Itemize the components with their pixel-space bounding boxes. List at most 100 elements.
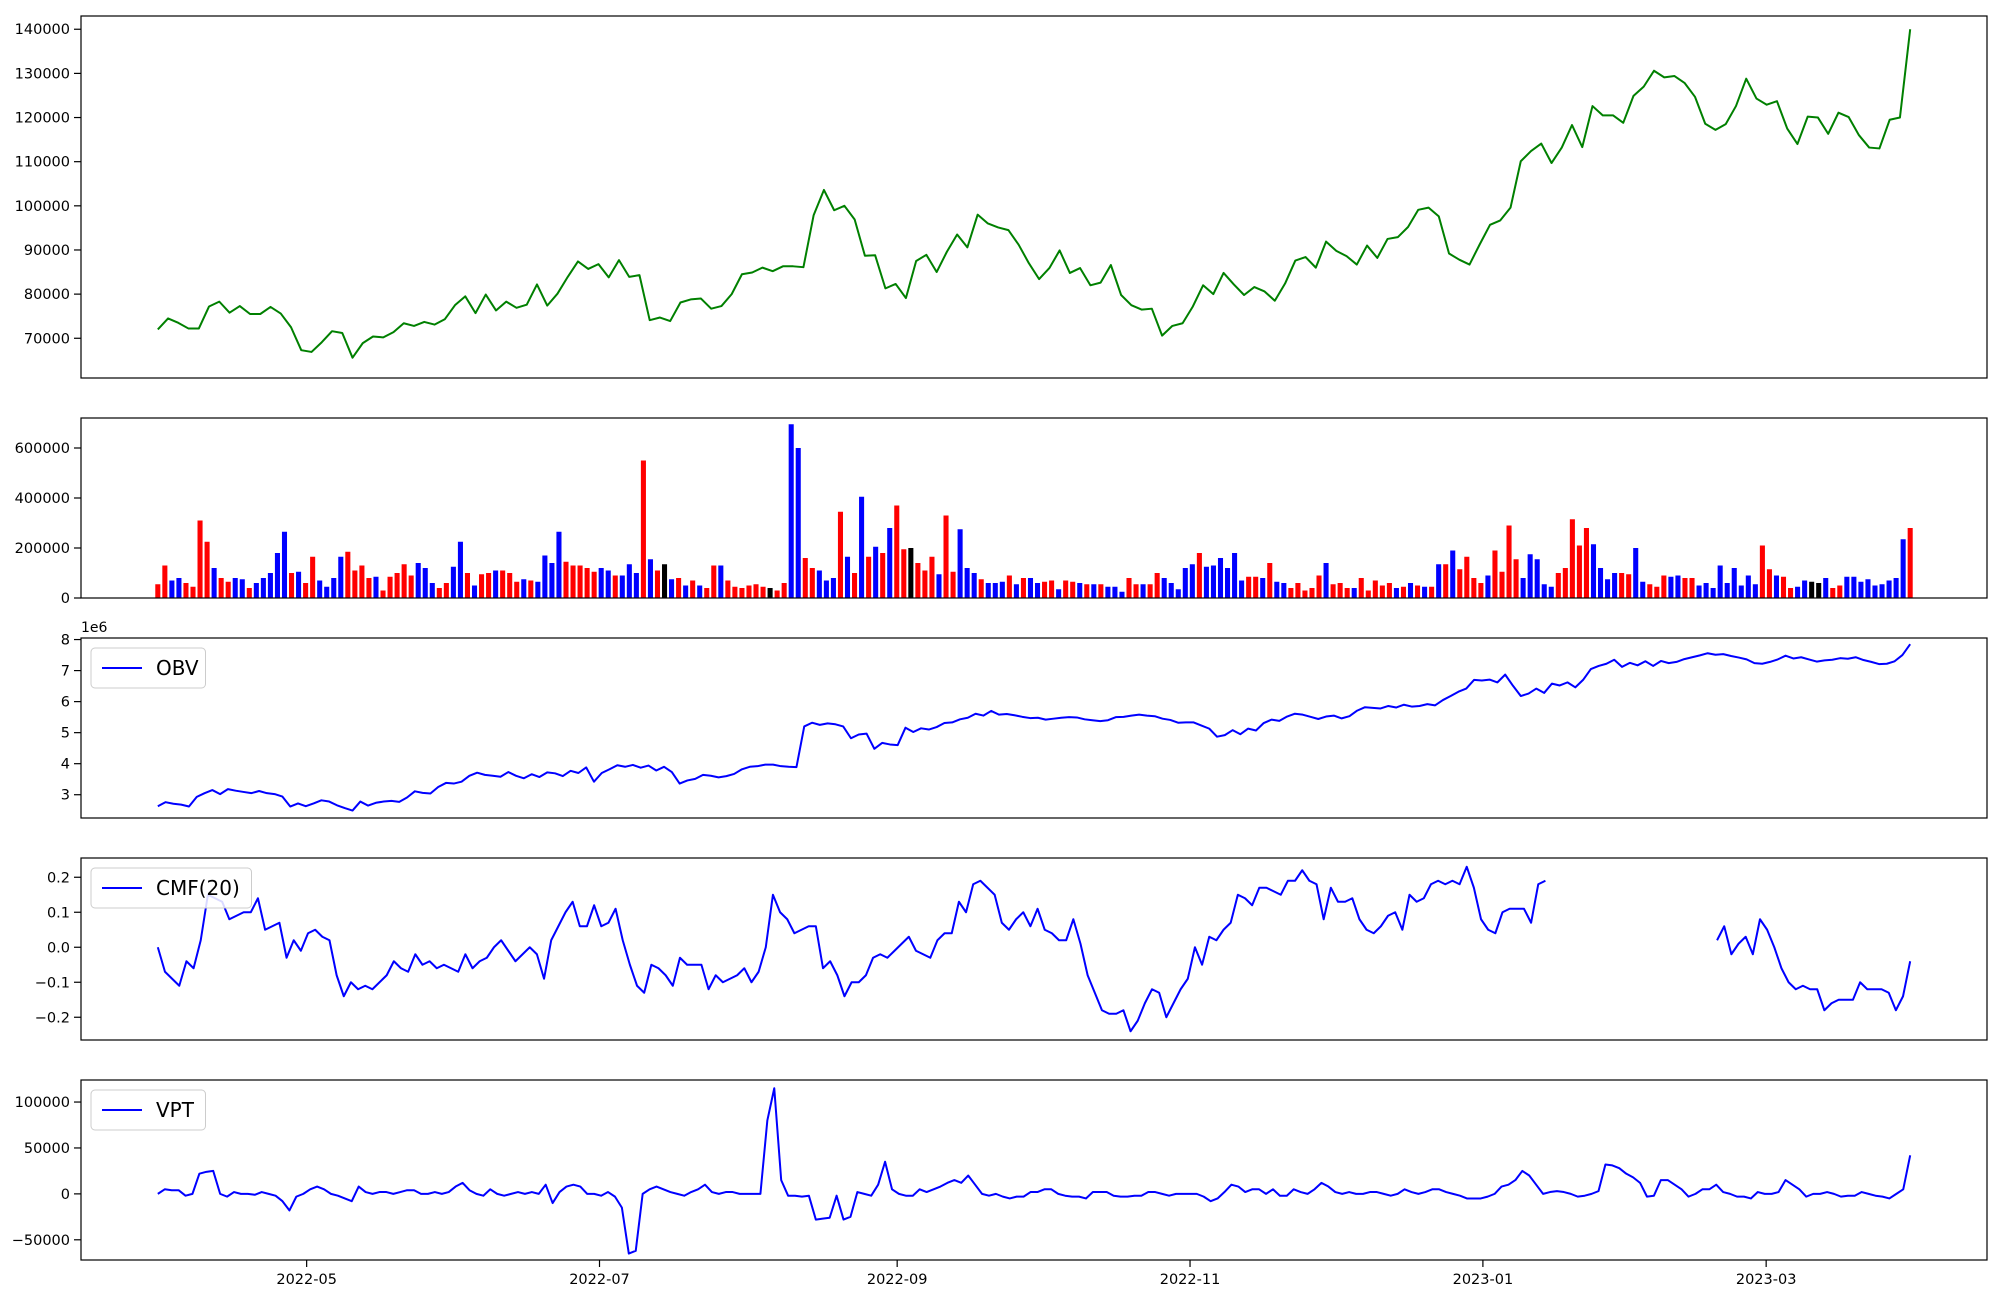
volume-bar — [1119, 591, 1125, 598]
volume-bar — [690, 580, 696, 598]
volume-bar — [352, 570, 358, 598]
volume-bar — [936, 574, 942, 598]
volume-bar — [1569, 519, 1575, 598]
volume-bar — [1323, 563, 1329, 598]
volume-bar — [669, 579, 675, 598]
volume-bar — [957, 529, 963, 598]
cmf-ytick-label: −0.1 — [35, 975, 70, 991]
volume-bar — [992, 583, 998, 598]
volume-bar — [1872, 585, 1878, 598]
volume-bar — [479, 574, 485, 598]
volume-bar — [408, 575, 414, 598]
cmf-series-line — [156, 865, 1912, 1033]
volume-bar — [267, 573, 273, 598]
volume-bar — [619, 575, 625, 598]
obv-offset-text: 1e6 — [81, 620, 108, 636]
volume-bar — [232, 578, 238, 598]
volume-bar — [676, 578, 682, 598]
volume-bar — [260, 578, 266, 598]
volume-bar — [1168, 583, 1174, 598]
volume-bar — [1562, 568, 1568, 598]
volume-bar — [274, 553, 280, 598]
volume-bar — [1358, 578, 1364, 598]
volume-bar — [162, 565, 168, 598]
volume-bar — [303, 583, 309, 598]
volume-bar — [1351, 588, 1357, 598]
volume-bar — [1246, 576, 1252, 598]
volume-bar — [1450, 550, 1456, 598]
volume-bar — [626, 564, 632, 598]
volume-bar — [1696, 585, 1702, 598]
volume-bar — [514, 581, 520, 598]
volume-bar — [1126, 578, 1132, 598]
volume-bar — [1759, 545, 1765, 598]
volume-bar — [1407, 583, 1414, 598]
volume-bar — [633, 573, 639, 598]
volume-bar — [1703, 583, 1709, 598]
volume-bar — [929, 556, 935, 598]
obv-legend-box — [90, 647, 206, 689]
volume-bar — [739, 588, 745, 598]
price-ytick-label: 140000 — [15, 22, 70, 38]
volume-bar — [1802, 580, 1808, 598]
obv-panel: 3 4 5 6 7 8 1e6 OBV — [61, 620, 1988, 819]
volume-bar — [387, 576, 393, 598]
volume-bar — [1344, 588, 1350, 598]
cmf-ytick-label: 0.1 — [47, 905, 70, 921]
volume-bar — [718, 565, 724, 598]
volume-bar — [809, 568, 815, 598]
volume-bar — [1154, 573, 1160, 598]
volume-bar — [1626, 574, 1632, 598]
volume-bar — [1217, 558, 1224, 598]
volume-ytick-label: 0 — [61, 591, 70, 607]
volume-bar — [1534, 559, 1540, 598]
volume-bar — [1295, 583, 1301, 598]
volume-bar — [711, 565, 717, 598]
volume-bar — [584, 568, 590, 598]
volume-bar — [985, 583, 991, 598]
vpt-ytick-label: 100000 — [15, 1095, 70, 1111]
volume-bar — [1175, 589, 1181, 598]
volume-bar — [873, 546, 879, 598]
volume-bar — [556, 531, 562, 598]
volume-bar — [1239, 580, 1245, 598]
volume-bar — [1020, 578, 1026, 598]
volume-bar — [1063, 580, 1069, 598]
volume-bar — [1485, 575, 1491, 598]
volume-bar — [1520, 578, 1526, 598]
volume-bar — [1133, 584, 1139, 598]
volume-bar — [647, 559, 653, 598]
volume-ytick-label: 400000 — [15, 491, 70, 507]
volume-bar — [844, 556, 851, 598]
vpt-xtick-label: 2022-09 — [867, 1272, 928, 1288]
volume-bar — [317, 580, 323, 598]
volume-bar — [753, 584, 759, 598]
cmf-panel: −0.2 −0.1 0.0 0.1 0.2 CMF(20) — [35, 857, 1988, 1041]
volume-bar — [802, 558, 808, 598]
volume-bar — [225, 581, 231, 598]
volume-bar — [1499, 571, 1505, 598]
volume-bar — [1330, 584, 1336, 598]
volume-bar — [528, 580, 534, 598]
volume-bar — [1056, 589, 1062, 598]
volume-bar — [1034, 583, 1041, 598]
volume-bar — [1337, 583, 1343, 598]
volume-bar — [1647, 584, 1653, 598]
vpt-xtick-label: 2022-07 — [569, 1272, 630, 1288]
volume-bar — [612, 575, 618, 598]
volume-bar — [1858, 581, 1864, 598]
volume-bar — [176, 578, 182, 598]
volume-bar — [1196, 553, 1202, 598]
volume-bar — [345, 551, 351, 598]
cmf-ytick-label: 0.2 — [47, 870, 70, 886]
volume-bar — [859, 496, 865, 598]
cmf-legend-label: CMF(20) — [156, 876, 240, 900]
volume-bar — [1006, 575, 1012, 598]
volume-bar — [725, 580, 731, 598]
volume-bar — [1907, 528, 1913, 598]
volume-bar — [535, 581, 541, 598]
volume-bar — [1541, 584, 1547, 598]
volume-bar — [1274, 581, 1280, 598]
volume-bar — [908, 548, 914, 598]
volume-bar — [1309, 588, 1315, 598]
